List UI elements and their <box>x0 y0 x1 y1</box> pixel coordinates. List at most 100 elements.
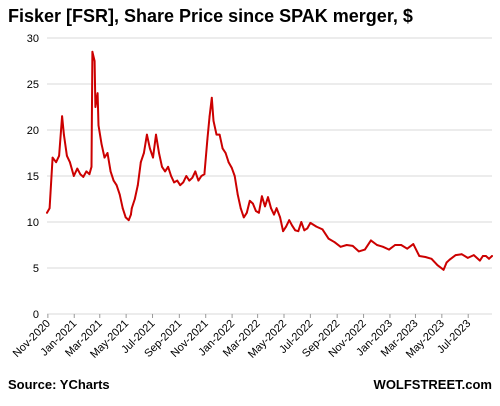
data-point <box>224 152 227 154</box>
data-point <box>333 241 336 244</box>
data-point <box>472 254 475 256</box>
data-point <box>430 257 433 260</box>
data-point <box>270 207 272 210</box>
data-point <box>130 207 133 210</box>
data-point <box>264 205 266 208</box>
data-point <box>345 244 348 246</box>
data-point <box>130 213 132 216</box>
data-point <box>267 196 269 199</box>
data-point <box>161 165 163 168</box>
data-point <box>112 179 115 182</box>
data-point <box>69 161 71 164</box>
data-point <box>208 115 211 118</box>
data-point <box>297 230 300 233</box>
data-point <box>285 225 287 228</box>
data-point <box>351 245 354 247</box>
data-point <box>118 193 121 196</box>
data-point <box>488 257 490 260</box>
data-point <box>194 170 197 173</box>
data-point <box>149 147 151 150</box>
y-tick-label: 5 <box>33 263 39 275</box>
data-point <box>158 152 160 154</box>
data-point <box>191 176 194 179</box>
data-point <box>97 124 100 127</box>
data-point <box>376 244 378 246</box>
data-point <box>48 207 51 210</box>
data-point <box>212 119 215 122</box>
data-point <box>66 154 68 157</box>
data-point <box>170 175 173 177</box>
data-point <box>58 154 60 157</box>
data-point <box>179 184 182 187</box>
price-line-layer <box>46 50 493 271</box>
data-point <box>155 133 157 136</box>
data-point <box>55 161 57 164</box>
data-point <box>294 229 297 232</box>
data-point <box>482 255 484 257</box>
data-point <box>227 161 230 164</box>
data-point <box>127 219 130 222</box>
y-tick-label: 25 <box>27 79 39 91</box>
data-point <box>400 244 403 246</box>
data-point <box>182 181 185 184</box>
data-point <box>79 173 82 176</box>
data-point <box>309 222 312 224</box>
data-point <box>63 133 65 136</box>
data-point <box>448 258 451 261</box>
data-point <box>136 184 139 187</box>
data-point <box>236 193 239 196</box>
data-point <box>200 175 203 177</box>
data-point <box>442 268 445 271</box>
data-point <box>146 133 148 136</box>
data-point <box>466 257 469 259</box>
brand-label: WOLFSTREET.com <box>374 377 492 392</box>
x-axis-ticks: Nov-2020Jan-2021Mar-2021May-2021Jul-2021… <box>11 314 473 361</box>
data-point <box>206 138 209 141</box>
data-point <box>218 133 221 136</box>
data-point <box>121 207 124 210</box>
data-point <box>76 167 79 170</box>
data-point <box>255 210 257 212</box>
price-series-line-0 <box>46 50 493 271</box>
data-point <box>96 92 99 95</box>
data-point <box>221 147 224 150</box>
data-point <box>388 248 390 251</box>
data-point <box>233 175 236 177</box>
data-point <box>248 199 251 202</box>
data-point <box>460 253 463 256</box>
data-point <box>339 245 342 248</box>
data-point <box>164 170 167 173</box>
data-point <box>210 96 213 99</box>
data-point <box>100 142 103 145</box>
data-point <box>306 227 309 230</box>
data-point <box>291 224 294 227</box>
data-point <box>230 166 233 169</box>
data-point <box>133 198 136 200</box>
data-point <box>109 170 112 173</box>
data-point <box>90 165 93 168</box>
data-point <box>88 173 91 176</box>
y-tick-label: 10 <box>27 217 39 229</box>
data-point <box>327 237 330 240</box>
y-tick-label: 15 <box>27 171 39 183</box>
data-point <box>370 239 372 242</box>
data-point <box>275 207 278 210</box>
data-point <box>167 165 170 168</box>
data-point <box>357 250 360 253</box>
y-tick-label: 30 <box>27 33 39 45</box>
y-tick-label: 20 <box>27 125 39 137</box>
data-point <box>197 179 200 182</box>
data-point <box>279 216 281 219</box>
data-point <box>72 175 75 177</box>
data-point <box>315 225 318 228</box>
y-tick-label: 0 <box>33 309 39 321</box>
data-point <box>282 230 284 233</box>
data-point <box>479 259 481 262</box>
data-point <box>242 216 245 219</box>
data-point <box>85 170 88 173</box>
data-point <box>303 229 306 232</box>
data-point <box>436 264 439 267</box>
data-point <box>185 175 188 177</box>
data-point <box>61 115 63 118</box>
